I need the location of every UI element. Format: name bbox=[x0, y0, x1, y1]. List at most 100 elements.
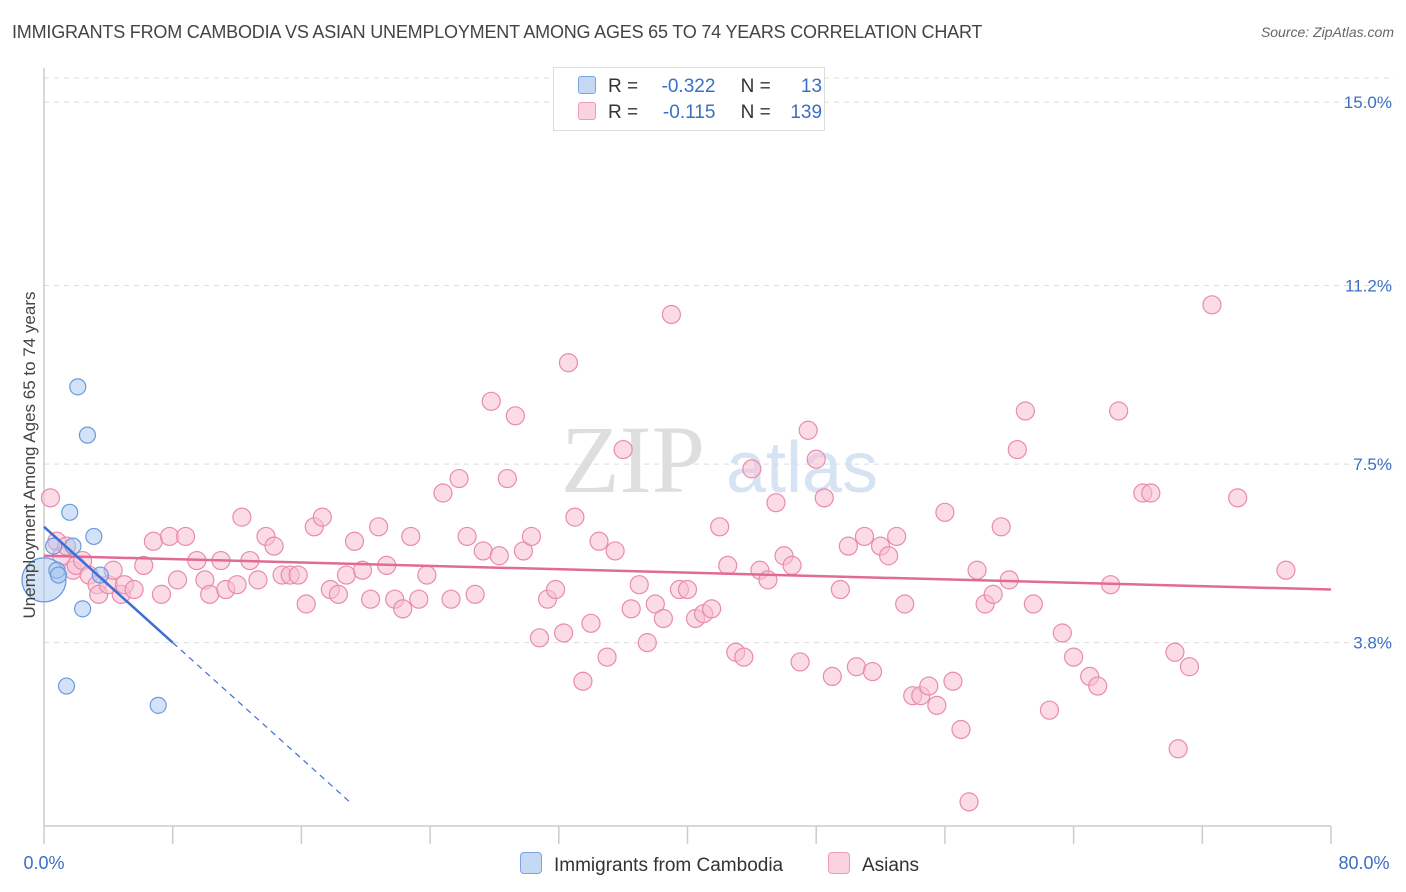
asians-legend-label: Asians bbox=[862, 855, 920, 876]
asians-point bbox=[1063, 647, 1084, 667]
asians-n-value: 139 bbox=[790, 102, 823, 123]
asians-point bbox=[1052, 623, 1072, 643]
asians-point bbox=[227, 575, 247, 595]
asians-point bbox=[497, 468, 517, 489]
cambodia-point bbox=[49, 566, 68, 584]
trend-lines bbox=[43, 525, 1332, 803]
asians-point bbox=[959, 792, 979, 812]
asians-point bbox=[134, 555, 154, 576]
asians-point bbox=[360, 589, 381, 609]
asians-point bbox=[336, 565, 357, 585]
asians-point bbox=[814, 488, 834, 508]
cambodia-swatch bbox=[578, 76, 596, 94]
asians-point bbox=[766, 493, 786, 513]
asians-point bbox=[718, 555, 738, 576]
asians-point bbox=[838, 536, 858, 556]
asians-point bbox=[1039, 700, 1060, 720]
asians-point bbox=[465, 584, 485, 604]
asians-point bbox=[344, 531, 365, 551]
asians-point bbox=[159, 526, 180, 547]
asians-point bbox=[248, 570, 268, 590]
y-tick-label: 15.0% bbox=[1344, 93, 1392, 112]
asians-point bbox=[887, 526, 907, 547]
asians-point bbox=[629, 575, 649, 595]
asians-trend-line bbox=[43, 554, 1332, 591]
y-tick-label: 7.5% bbox=[1353, 455, 1392, 474]
asians-point bbox=[545, 579, 566, 600]
asians-point bbox=[967, 560, 987, 580]
asians-point bbox=[1202, 295, 1222, 315]
legend-row-cambodia: R = -0.322 N = 13 bbox=[578, 76, 822, 100]
cambodia-r-value: -0.322 bbox=[661, 76, 716, 97]
asians-point bbox=[449, 468, 469, 489]
asians-point bbox=[1023, 594, 1043, 614]
asians-point bbox=[895, 594, 915, 614]
asians-point bbox=[124, 579, 144, 600]
asians-point bbox=[702, 599, 722, 619]
cambodia-legend-swatch bbox=[520, 852, 542, 874]
asians-point bbox=[798, 420, 818, 440]
asians-point bbox=[143, 531, 163, 551]
asians-point bbox=[1165, 642, 1185, 662]
asians-point bbox=[1088, 676, 1108, 696]
asians-point bbox=[473, 541, 493, 561]
asians-point bbox=[457, 526, 477, 547]
asians-point bbox=[878, 546, 899, 566]
asians-point bbox=[1007, 439, 1027, 460]
asians-point bbox=[943, 671, 963, 691]
watermark-zip: ZIP bbox=[561, 406, 705, 513]
asians-point bbox=[433, 483, 453, 503]
asians-point bbox=[328, 584, 349, 604]
cambodia-point bbox=[85, 527, 103, 546]
asians-point bbox=[734, 647, 754, 667]
asians-point bbox=[927, 695, 947, 715]
asians-point bbox=[513, 541, 534, 561]
asians-point bbox=[951, 719, 971, 740]
asians-point bbox=[264, 536, 284, 556]
asians-point bbox=[40, 488, 61, 508]
asians-point bbox=[589, 531, 609, 551]
cambodia-point bbox=[74, 600, 92, 618]
r-label: R = bbox=[608, 76, 639, 97]
asians-point bbox=[1141, 483, 1161, 503]
asians-point bbox=[352, 560, 373, 580]
cambodia-legend-label: Immigrants from Cambodia bbox=[554, 855, 784, 876]
asians-point bbox=[919, 676, 939, 696]
asians-point bbox=[369, 517, 389, 537]
cambodia-trend-extension bbox=[172, 642, 351, 803]
asians-point bbox=[417, 565, 437, 585]
asians-point bbox=[661, 304, 682, 325]
cambodia-point bbox=[69, 378, 87, 396]
asians-point bbox=[409, 589, 429, 609]
cambodia-point bbox=[57, 677, 76, 695]
y-tick-label: 3.8% bbox=[1353, 634, 1392, 653]
cambodia-point bbox=[45, 537, 63, 555]
asians-point bbox=[854, 526, 875, 547]
cambodia-n-value: 13 bbox=[800, 76, 823, 97]
x-tick-label-max: 80.0% bbox=[1338, 853, 1389, 873]
asians-point bbox=[1179, 657, 1200, 677]
legend-item-asians: Asians bbox=[828, 852, 919, 877]
legend-item-cambodia: Immigrants from Cambodia bbox=[520, 852, 783, 877]
legend-row-asians: R = -0.115 N = 139 bbox=[578, 102, 822, 126]
asians-point bbox=[782, 555, 802, 576]
asians-point bbox=[1015, 401, 1035, 421]
asians-point bbox=[565, 507, 585, 527]
cambodia-point bbox=[78, 426, 97, 444]
asians-point bbox=[605, 541, 625, 561]
cambodia-point bbox=[61, 503, 79, 521]
axes bbox=[43, 68, 1332, 844]
asians-point bbox=[312, 507, 332, 527]
asians-point bbox=[167, 570, 188, 590]
y-axis-label: Unemployment Among Ages 65 to 74 years bbox=[20, 291, 39, 619]
asians-point bbox=[489, 546, 509, 566]
y-tick-label: 11.2% bbox=[1345, 277, 1392, 296]
asians-point bbox=[613, 439, 633, 460]
asians-point bbox=[806, 449, 826, 469]
x-tick-label-min: 0.0% bbox=[23, 853, 64, 873]
source-label: Source: ZipAtlas.com bbox=[1260, 24, 1394, 40]
asians-point bbox=[637, 633, 657, 653]
cambodia-point bbox=[91, 566, 109, 584]
asians-point bbox=[991, 517, 1011, 537]
